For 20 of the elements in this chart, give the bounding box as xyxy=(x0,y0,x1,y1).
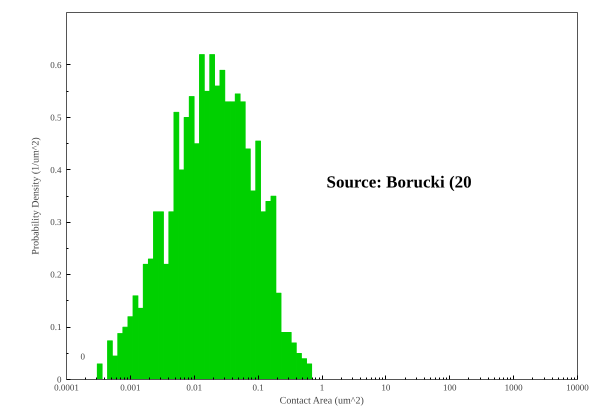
y-tick-label: 0.2 xyxy=(50,270,62,280)
x-tick-label: 100 xyxy=(443,382,457,392)
y-tick-label: 0 xyxy=(57,374,62,384)
y-tick-label: 0.6 xyxy=(50,60,62,70)
annotation: 0 xyxy=(80,352,86,362)
x-tick-label: 1000 xyxy=(504,382,524,392)
y-axis-title: Probability Density (1/um^2) xyxy=(30,137,42,255)
x-tick-label: 0.1 xyxy=(252,382,264,392)
x-tick-label: 10 xyxy=(381,382,391,392)
y-tick-label: 0.3 xyxy=(50,217,62,228)
x-tick-label: 10000 xyxy=(566,382,590,392)
y-tick-label: 0.1 xyxy=(50,322,62,332)
x-tick-label: 0.01 xyxy=(186,382,202,392)
y-tick-label: 0.4 xyxy=(50,164,62,175)
annotation: Source: Borucki (20 xyxy=(326,172,472,192)
x-tick-label: 0.0001 xyxy=(54,382,79,392)
x-axis-title: Contact Area (um^2) xyxy=(280,396,364,406)
x-tick-label: 1 xyxy=(320,382,324,392)
x-tick-label: 0.001 xyxy=(120,382,140,392)
y-tick-label: 0.5 xyxy=(50,112,62,122)
